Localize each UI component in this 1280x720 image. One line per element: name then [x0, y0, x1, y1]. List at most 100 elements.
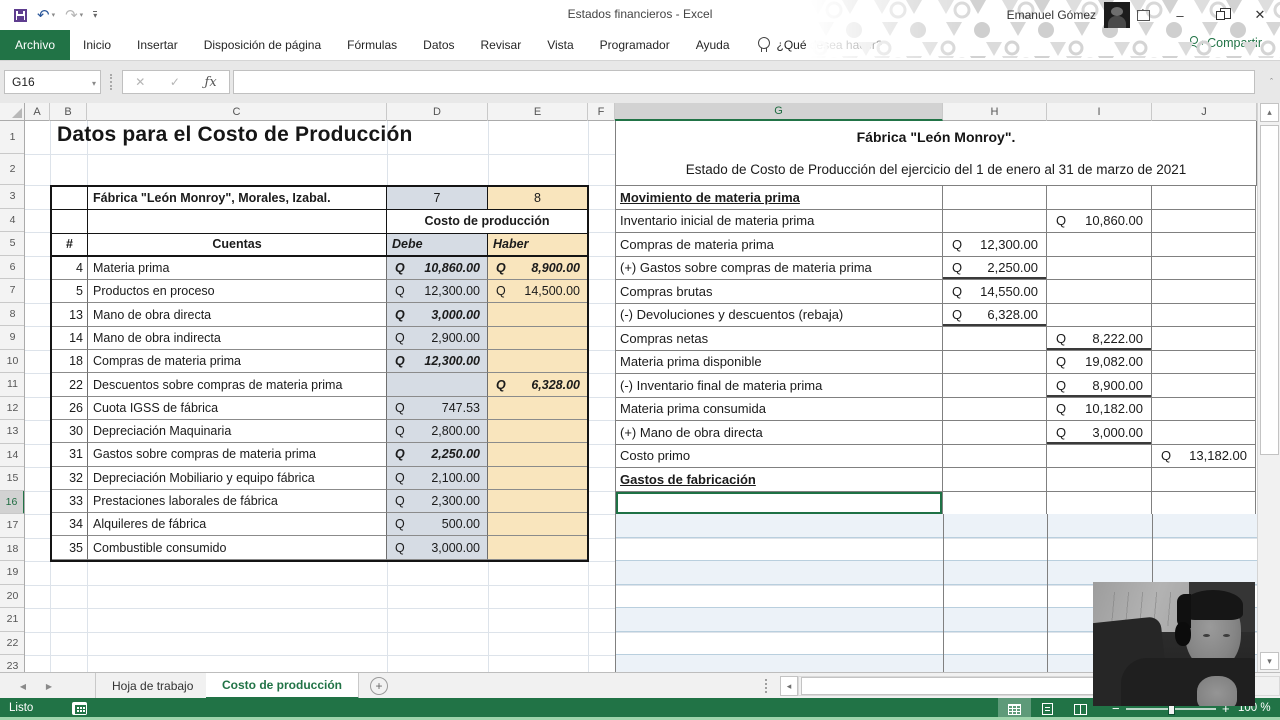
cell[interactable]	[1152, 327, 1256, 351]
cell[interactable]	[488, 326, 587, 351]
cell[interactable]: Q 19,082.00	[1047, 350, 1152, 374]
col-header-d[interactable]: D	[387, 103, 488, 121]
cell[interactable]	[943, 186, 1047, 210]
cell[interactable]	[1152, 374, 1256, 398]
cell[interactable]	[488, 513, 587, 537]
cell[interactable]: Cuota IGSS de fábrica	[88, 396, 387, 420]
col-header-i[interactable]: I	[1047, 103, 1152, 121]
row-header-5[interactable]: 5	[0, 232, 24, 256]
empty-row[interactable]	[616, 538, 1257, 561]
cell[interactable]: Q 3,000.00	[387, 536, 488, 560]
cell[interactable]	[1152, 491, 1256, 515]
name-box[interactable]: G16 ▾	[4, 70, 101, 94]
cell[interactable]: Q 747.53	[387, 396, 488, 420]
cell[interactable]: 4	[52, 256, 88, 281]
page-layout-view-icon[interactable]	[1031, 698, 1064, 720]
row-header-9[interactable]: 9	[0, 326, 24, 350]
empty-row[interactable]	[616, 585, 1257, 608]
scroll-left-icon[interactable]	[780, 676, 798, 696]
tab-datos[interactable]: Datos	[423, 38, 455, 52]
row-header-20[interactable]: 20	[0, 585, 24, 608]
cell[interactable]: Q 12,300.00	[387, 280, 488, 304]
cell[interactable]	[943, 374, 1047, 398]
cell[interactable]	[1047, 280, 1152, 304]
cell[interactable]: (-) Inventario final de materia prima	[616, 374, 943, 398]
row-header-3[interactable]: 3	[0, 185, 24, 209]
cell[interactable]	[1152, 303, 1256, 327]
sheet-tab-hoja-de-trabajo[interactable]: Hoja de trabajo	[95, 673, 211, 699]
save-icon[interactable]	[14, 8, 27, 22]
row-header-19[interactable]: 19	[0, 561, 24, 585]
cell[interactable]	[1047, 233, 1152, 257]
cell[interactable]: Materia prima	[88, 256, 387, 281]
cell[interactable]	[943, 209, 1047, 233]
cell[interactable]: Q 12,300.00	[387, 350, 488, 374]
cell[interactable]	[943, 397, 1047, 421]
cell[interactable]: Depreciación Maquinaria	[88, 419, 387, 444]
tab-archivo[interactable]: Archivo	[0, 30, 71, 60]
statement-period-title[interactable]: Estado de Costo de Producción del ejerci…	[685, 161, 1187, 177]
empty-row[interactable]	[616, 632, 1257, 655]
cell[interactable]	[488, 466, 587, 490]
cell[interactable]: (+) Mano de obra directa	[616, 421, 943, 445]
ribbon-display-options-icon[interactable]	[1126, 0, 1160, 30]
cell[interactable]: Q 10,182.00	[1047, 397, 1152, 421]
row-header-17[interactable]: 17	[0, 514, 24, 538]
cell[interactable]: Depreciación Mobiliario y equipo fábrica	[88, 466, 387, 490]
cell[interactable]	[943, 350, 1047, 374]
col-header-b[interactable]: B	[50, 103, 87, 121]
cell[interactable]: 31	[52, 443, 88, 467]
empty-row[interactable]	[616, 514, 1257, 538]
col-header-e[interactable]: E	[488, 103, 588, 121]
col-number-haber[interactable]: 8	[488, 187, 587, 211]
cell[interactable]: Mano de obra indirecta	[88, 326, 387, 351]
cell[interactable]: Q 2,100.00	[387, 466, 488, 490]
sheet-tab-costo-de-produccion[interactable]: Costo de producción	[206, 673, 359, 699]
cell[interactable]: Q 2,900.00	[387, 326, 488, 351]
row-header-22[interactable]: 22	[0, 632, 24, 655]
row-header-16[interactable]: 16	[0, 490, 24, 514]
restore-icon[interactable]	[1200, 0, 1240, 30]
cell[interactable]: (-) Devoluciones y descuentos (rebaja)	[616, 303, 943, 327]
cell[interactable]	[52, 187, 88, 211]
row-header-15[interactable]: 15	[0, 467, 24, 491]
cell[interactable]: 13	[52, 303, 88, 327]
cell[interactable]	[1152, 397, 1256, 421]
cell[interactable]	[1047, 491, 1152, 515]
tab-disposicion[interactable]: Disposición de página	[203, 38, 322, 52]
customize-qat-icon[interactable]	[93, 10, 98, 20]
accounts-header-cell[interactable]: Cuentas	[88, 233, 387, 257]
cell[interactable]	[1152, 350, 1256, 374]
cell[interactable]: Q 2,250.00	[943, 256, 1047, 280]
cell[interactable]: Q 13,182.00	[1152, 444, 1256, 468]
cell[interactable]: 33	[52, 489, 88, 514]
cell[interactable]	[1152, 186, 1256, 210]
add-sheet-icon[interactable]: +	[370, 677, 388, 695]
cell[interactable]: Q 12,300.00	[943, 233, 1047, 257]
row-header-8[interactable]: 8	[0, 303, 24, 326]
cell[interactable]: Materia prima consumida	[616, 397, 943, 421]
col-header-f[interactable]: F	[588, 103, 615, 121]
cell[interactable]: Q 14,500.00	[488, 280, 587, 304]
cell[interactable]: Q 2,800.00	[387, 419, 488, 444]
cell[interactable]: Productos en proceso	[88, 280, 387, 304]
scroll-up-icon[interactable]	[1260, 103, 1279, 122]
vertical-scrollbar[interactable]	[1257, 103, 1280, 672]
row-header-1[interactable]: 1	[0, 121, 24, 154]
formula-input[interactable]	[233, 70, 1255, 94]
cell[interactable]: Q 8,222.00	[1047, 327, 1152, 351]
cell[interactable]: 30	[52, 419, 88, 444]
row-header-14[interactable]: 14	[0, 444, 24, 467]
select-all-corner[interactable]	[0, 103, 25, 121]
cell[interactable]: Materia prima disponible	[616, 350, 943, 374]
cell[interactable]	[943, 421, 1047, 445]
page-break-view-icon[interactable]	[1064, 698, 1097, 720]
cell[interactable]: Q 3,000.00	[1047, 421, 1152, 445]
cell[interactable]: Q 2,250.00	[387, 443, 488, 467]
cell[interactable]	[1152, 421, 1256, 445]
cell[interactable]	[488, 443, 587, 467]
cell[interactable]: Q 6,328.00	[488, 373, 587, 397]
cell[interactable]	[488, 350, 587, 374]
row-header-10[interactable]: 10	[0, 350, 24, 373]
cell[interactable]: Gastos sobre compras de materia prima	[88, 443, 387, 467]
